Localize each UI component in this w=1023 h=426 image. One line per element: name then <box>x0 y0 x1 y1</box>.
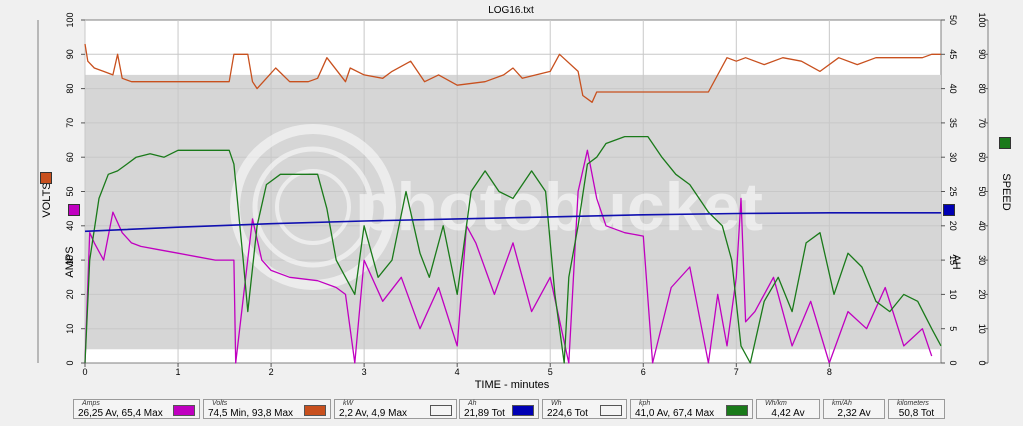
legend-kph-value: 41,0 Av, 67,4 Max <box>635 408 715 419</box>
series-line-kph <box>84 135 942 364</box>
right-outer-tick-label: 60 <box>977 152 987 162</box>
x-tick-label: 4 <box>455 367 460 377</box>
volts-axis-swatch <box>40 172 52 184</box>
series-line-volts <box>84 43 941 103</box>
series-line-ah <box>84 212 941 233</box>
right-inner-tick-label: 0 <box>948 360 958 365</box>
legend-whkm-value: 4,42 Av <box>771 408 805 419</box>
legend-kw-value: 2,2 Av, 4,9 Max <box>339 408 408 419</box>
legend-kph-swatch <box>726 405 748 416</box>
left-tick-label: 90 <box>65 49 75 59</box>
legend-volts-value: 74,5 Min, 93,8 Max <box>208 408 294 419</box>
right-outer-tick-label: 100 <box>977 12 987 27</box>
right-inner-tick-label: 15 <box>948 255 958 265</box>
right-outer-tick-label: 10 <box>977 324 987 334</box>
legend-wh-name: Wh <box>551 400 562 407</box>
legend-kph-name: kph <box>639 400 651 407</box>
legend-amps-name: Amps <box>82 400 100 407</box>
right-inner-tick-label: 50 <box>948 15 958 25</box>
right-inner-tick-label: 5 <box>948 326 958 331</box>
right-inner-tick-label: 35 <box>948 118 958 128</box>
legend-kmah-value: 2,32 Av <box>837 408 871 419</box>
left-tick-label: 10 <box>65 324 75 334</box>
left-tick-label: 50 <box>65 186 75 196</box>
x-tick-label: 0 <box>82 367 87 377</box>
legend-whkm-name: Wh/km <box>765 400 787 407</box>
legend-whkm: Wh/km 4,42 Av <box>756 399 820 419</box>
x-tick-label: 2 <box>269 367 274 377</box>
legend-wh-swatch <box>600 405 622 416</box>
left-axis-label-amps: AMPS <box>64 246 76 277</box>
right-outer-tick-label: 80 <box>977 84 987 94</box>
right-outer-tick-label: 90 <box>977 49 987 59</box>
chart: photobucket 0102030405060708090100051015… <box>37 5 1012 391</box>
right-outer-tick-label: 50 <box>977 186 987 196</box>
speed-axis-swatch <box>999 137 1011 149</box>
legend-amps-swatch <box>173 405 195 416</box>
legend-km-name: kilometers <box>897 400 929 407</box>
right-inner-tick-label: 10 <box>948 289 958 299</box>
legend-kmah-name: km/Ah <box>832 400 852 407</box>
right-axis-label-speed: SPEED <box>1000 173 1012 210</box>
right-axis-label-ah: AH <box>950 254 962 269</box>
series-line-amps <box>84 149 933 364</box>
legend-km: kilometers 50,8 Tot <box>888 399 945 419</box>
right-inner-tick-label: 45 <box>948 49 958 59</box>
legend-ah: Ah 21,89 Tot <box>459 399 539 419</box>
watermark-logo: photobucket <box>230 124 763 290</box>
legend-ah-value: 21,89 Tot <box>464 408 505 419</box>
legend-amps: Amps 26,25 Av, 65,4 Max <box>73 399 200 419</box>
legend-kmah: km/Ah 2,32 Av <box>823 399 885 419</box>
left-tick-label: 80 <box>65 84 75 94</box>
x-tick-label: 5 <box>548 367 553 377</box>
legend-wh: Wh 224,6 Tot <box>542 399 627 419</box>
x-tick-label: 1 <box>176 367 181 377</box>
legend-kw-swatch <box>430 405 452 416</box>
left-tick-label: 0 <box>65 360 75 365</box>
x-axis-label: TIME - minutes <box>475 379 550 391</box>
legend-volts-name: Volts <box>212 400 228 407</box>
legend-amps-value: 26,25 Av, 65,4 Max <box>78 408 163 419</box>
legend-km-value: 50,8 Tot <box>898 408 935 419</box>
right-inner-tick-label: 30 <box>948 152 958 162</box>
right-outer-tick-label: 0 <box>977 360 987 365</box>
gray-band <box>85 74 941 350</box>
legend-kph: kph 41,0 Av, 67,4 Max <box>630 399 753 419</box>
watermark-text: photobucket <box>355 169 763 245</box>
legend-ah-swatch <box>512 405 534 416</box>
right-outer-tick-label: 40 <box>977 221 987 231</box>
left-tick-label: 40 <box>65 221 75 231</box>
right-outer-tick-label: 70 <box>977 118 987 128</box>
left-tick-label: 70 <box>65 118 75 128</box>
grid <box>84 20 941 363</box>
left-tick-label: 60 <box>65 152 75 162</box>
legend-wh-value: 224,6 Tot <box>547 408 588 419</box>
left-tick-label: 20 <box>65 289 75 299</box>
x-tick-label: 6 <box>641 367 646 377</box>
legend-kw-name: kW <box>343 400 354 407</box>
x-tick-label: 3 <box>362 367 367 377</box>
right-outer-tick-label: 30 <box>977 255 987 265</box>
left-tick-label: 30 <box>65 255 75 265</box>
legend: Amps 26,25 Av, 65,4 Max Volts 74,5 Min, … <box>73 399 945 421</box>
right-outer-tick-label: 20 <box>977 289 987 299</box>
right-inner-tick-label: 40 <box>948 84 958 94</box>
x-tick-label: 7 <box>734 367 739 377</box>
chart-title: LOG16.txt <box>488 5 534 16</box>
legend-ah-name: Ah <box>468 400 477 407</box>
x-tick-label: 8 <box>827 367 832 377</box>
ah-axis-swatch <box>943 204 955 216</box>
left-axis-label-volts: VOLTS <box>41 182 53 217</box>
legend-volts: Volts 74,5 Min, 93,8 Max <box>203 399 331 419</box>
left-tick-label: 100 <box>65 12 75 27</box>
legend-kw: kW 2,2 Av, 4,9 Max <box>334 399 457 419</box>
gray-band-rect <box>85 74 941 350</box>
amps-axis-swatch <box>68 204 80 216</box>
axes: 0102030405060708090100051015202530354045… <box>37 12 989 377</box>
right-inner-tick-label: 25 <box>948 186 958 196</box>
legend-volts-swatch <box>304 405 326 416</box>
right-inner-tick-label: 20 <box>948 221 958 231</box>
series-lines <box>84 43 942 364</box>
